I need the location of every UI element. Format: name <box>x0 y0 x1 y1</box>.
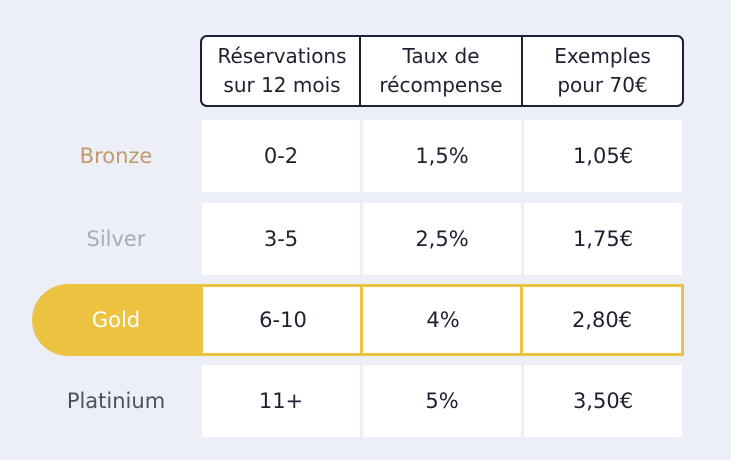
cell-bookings: 3-5 <box>202 203 360 275</box>
tier-label-silver: Silver <box>86 227 146 251</box>
cell-rate: 4% <box>360 284 523 356</box>
cell-bookings: 6-10 <box>200 284 363 356</box>
header-bookings-line1: Réservations <box>217 44 347 68</box>
cell-example: 3,50€ <box>524 365 682 437</box>
header-example-line1: Exemples <box>554 44 651 68</box>
header-rate: Taux de récompense <box>359 35 523 107</box>
header-example-line2: pour 70€ <box>557 73 648 97</box>
cell-rate: 1,5% <box>363 120 521 192</box>
cell-bookings: 11+ <box>202 365 360 437</box>
header-rate-line1: Taux de <box>402 44 480 68</box>
tier-label-bronze: Bronze <box>79 144 153 168</box>
tier-label-gold: Gold <box>91 308 141 332</box>
cell-example: 1,75€ <box>524 203 682 275</box>
header-rate-line2: récompense <box>379 73 503 97</box>
table-row-platinium: Platinium 11+ 5% 3,50€ <box>0 365 731 437</box>
cell-rate: 2,5% <box>363 203 521 275</box>
cell-bookings: 0-2 <box>202 120 360 192</box>
cell-example: 1,05€ <box>524 120 682 192</box>
header-example: Exemples pour 70€ <box>523 35 684 107</box>
header-bookings: Réservations sur 12 mois <box>200 35 364 107</box>
gold-highlight-pill <box>32 284 232 356</box>
table-row-silver: Silver 3-5 2,5% 1,75€ <box>0 203 731 275</box>
header-bookings-line2: sur 12 mois <box>223 73 341 97</box>
table-row-gold: Gold 6-10 4% 2,80€ <box>0 284 731 356</box>
cell-example: 2,80€ <box>520 284 684 356</box>
table-row-bronze: Bronze 0-2 1,5% 1,05€ <box>0 120 731 192</box>
cell-rate: 5% <box>363 365 521 437</box>
tier-label-platinium: Platinium <box>66 389 166 413</box>
